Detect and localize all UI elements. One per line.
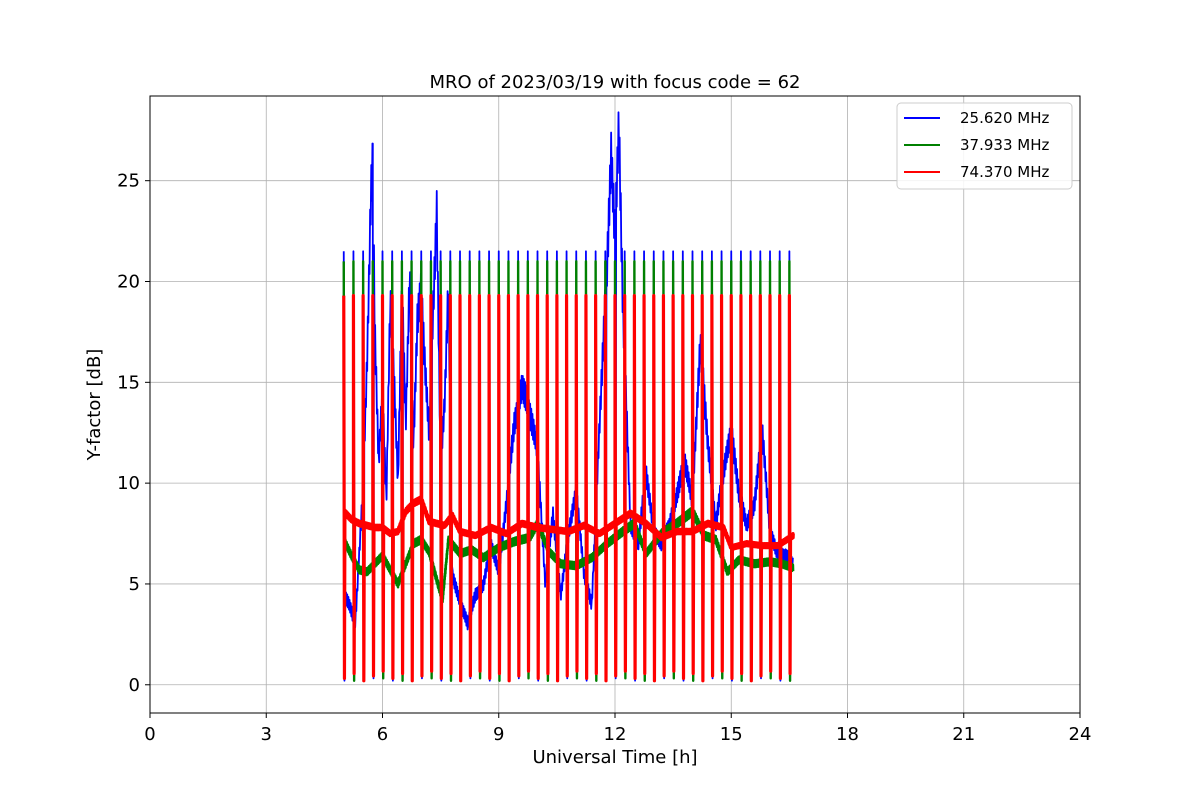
x-axis-label: Universal Time [h]	[532, 747, 697, 768]
x-tick-label: 12	[604, 724, 627, 745]
chart-title: MRO of 2023/03/19 with focus code = 62	[430, 72, 801, 93]
y-tick-label: 5	[129, 574, 140, 595]
y-tick-label: 0	[129, 675, 140, 696]
legend-entry-37mhz: 37.933 MHz	[960, 136, 1049, 154]
legend: 25.620 MHz 37.933 MHz 74.370 MHz	[896, 102, 1073, 190]
x-tick-label: 24	[1069, 724, 1092, 745]
ticks: 0 3 6 9 12 15 18 21 24 0 5 10 15 20 25	[117, 171, 1091, 745]
x-tick-label: 9	[493, 724, 504, 745]
y-axis-label: Y-factor [dB]	[84, 349, 105, 462]
y-tick-label: 10	[117, 473, 140, 494]
x-tick-label: 0	[144, 724, 155, 745]
x-tick-label: 15	[720, 724, 743, 745]
series-layer	[342, 111, 795, 683]
y-tick-label: 15	[117, 372, 140, 393]
x-tick-label: 18	[836, 724, 859, 745]
series-line-74mhz	[342, 294, 795, 683]
legend-entry-74mhz: 74.370 MHz	[960, 163, 1049, 181]
legend-box	[896, 102, 1073, 190]
x-tick-label: 21	[952, 724, 975, 745]
y-tick-label: 25	[117, 171, 140, 192]
y-tick-label: 20	[117, 272, 140, 293]
x-tick-label: 6	[377, 724, 388, 745]
legend-entry-25mhz: 25.620 MHz	[960, 109, 1049, 127]
x-tick-label: 3	[261, 724, 272, 745]
